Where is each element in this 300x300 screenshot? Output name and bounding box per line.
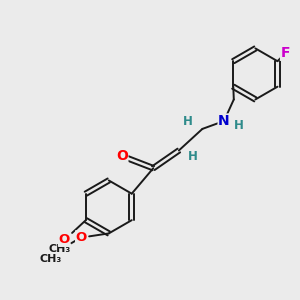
Text: O: O [116,149,128,164]
Text: O: O [58,233,70,246]
Text: CH₃: CH₃ [39,254,62,264]
Text: O: O [76,231,87,244]
Text: F: F [280,46,290,60]
Text: H: H [234,119,244,133]
Text: N: N [218,114,230,128]
Text: CH₃: CH₃ [49,244,71,254]
Text: H: H [183,115,193,128]
Text: H: H [188,150,197,163]
